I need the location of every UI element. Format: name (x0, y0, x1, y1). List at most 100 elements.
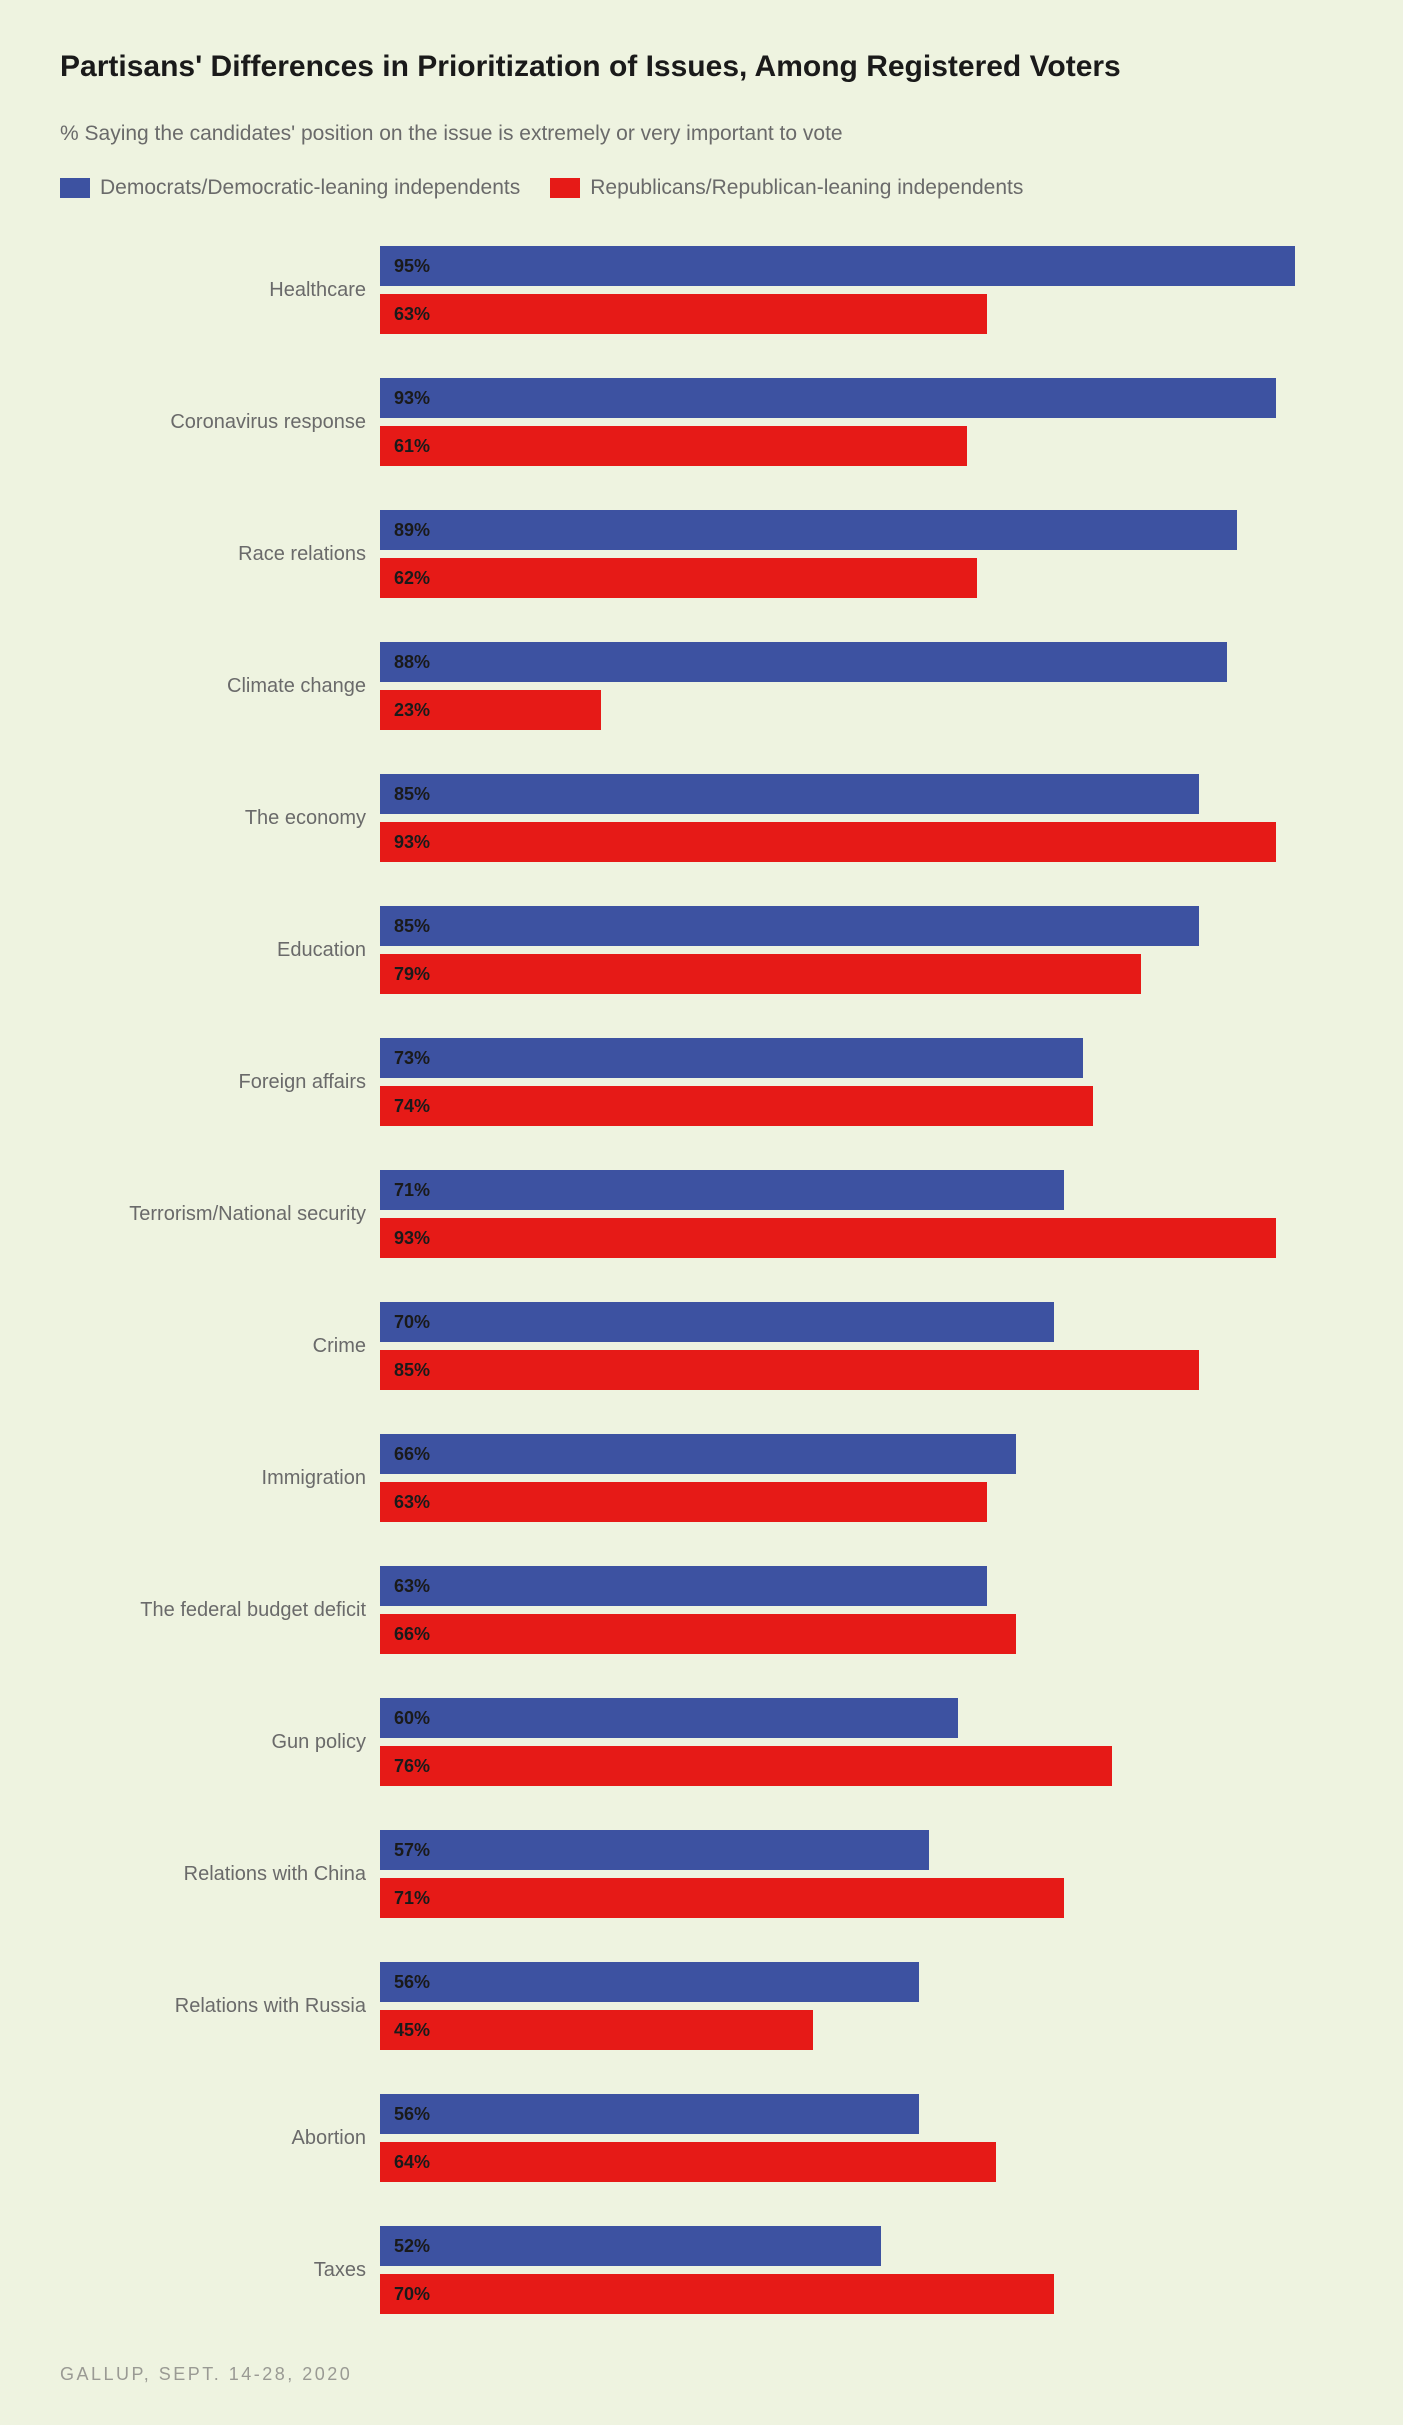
bar: 85% (380, 906, 1199, 946)
bar: 70% (380, 1302, 1054, 1342)
bar-wrap: 93% (380, 378, 1343, 418)
row-label: Gun policy (60, 1731, 380, 1754)
bar-wrap: 60% (380, 1698, 1343, 1738)
bar: 61% (380, 426, 967, 466)
bar-wrap: 62% (380, 558, 1343, 598)
bar: 76% (380, 1746, 1112, 1786)
bar-wrap: 70% (380, 1302, 1343, 1342)
bar-value: 93% (394, 388, 430, 409)
row-label: Terrorism/National security (60, 1203, 380, 1226)
bar-wrap: 63% (380, 1482, 1343, 1522)
row-label: Abortion (60, 2127, 380, 2150)
bar-value: 56% (394, 2104, 430, 2125)
bar-wrap: 52% (380, 2226, 1343, 2266)
bar-value: 66% (394, 1444, 430, 1465)
row-label: Climate change (60, 675, 380, 698)
row-bars: 56% 64% (380, 2094, 1343, 2182)
bar-wrap: 93% (380, 1218, 1343, 1258)
row-label: Relations with China (60, 1863, 380, 1886)
legend-item-democrats: Democrats/Democratic-leaning independent… (60, 176, 520, 200)
row-bars: 70%85% (380, 1302, 1343, 1390)
bar-value: 71% (394, 1888, 430, 1909)
bar: 60% (380, 1698, 958, 1738)
bar-value: 63% (394, 1492, 430, 1513)
row-bars: 56% 45% (380, 1962, 1343, 2050)
chart-row: Taxes 52% 70% (60, 2226, 1343, 2314)
chart-row: Immigration 66% 63% (60, 1434, 1343, 1522)
chart-row: The federal budget deficit63%66% (60, 1566, 1343, 1654)
row-bars: 57% 71% (380, 1830, 1343, 1918)
bar: 64% (380, 2142, 996, 2182)
chart-row: Abortion 56% 64% (60, 2094, 1343, 2182)
chart-row: Terrorism/National security 71% 93% (60, 1170, 1343, 1258)
bar-value: 85% (394, 784, 430, 805)
bar: 66% (380, 1614, 1016, 1654)
bar-value: 66% (394, 1624, 430, 1645)
bar-value: 45% (394, 2020, 430, 2041)
bar-wrap: 64% (380, 2142, 1343, 2182)
legend-swatch-democrats (60, 178, 90, 198)
bar: 85% (380, 774, 1199, 814)
chart-subtitle: % Saying the candidates' position on the… (60, 122, 1343, 146)
bar-wrap: 74% (380, 1086, 1343, 1126)
chart-row: Climate change88% 23% (60, 642, 1343, 730)
row-bars: 73% 74% (380, 1038, 1343, 1126)
row-label: Coronavirus response (60, 411, 380, 434)
chart-title: Partisans' Differences in Prioritization… (60, 50, 1343, 84)
bar: 63% (380, 1566, 987, 1606)
bar-value: 79% (394, 964, 430, 985)
bar-value: 74% (394, 1096, 430, 1117)
row-label: Immigration (60, 1467, 380, 1490)
bar-wrap: 61% (380, 426, 1343, 466)
bar-wrap: 70% (380, 2274, 1343, 2314)
bar-wrap: 71% (380, 1170, 1343, 1210)
row-label: The economy (60, 807, 380, 830)
row-bars: 85% 79% (380, 906, 1343, 994)
bar-wrap: 66% (380, 1434, 1343, 1474)
bar-wrap: 89% (380, 510, 1343, 550)
chart-row: Relations with Russia56%45% (60, 1962, 1343, 2050)
row-label: Crime (60, 1335, 380, 1358)
bar-wrap: 76% (380, 1746, 1343, 1786)
bar: 56% (380, 1962, 919, 2002)
bar: 88% (380, 642, 1227, 682)
bar-value: 56% (394, 1972, 430, 1993)
chart-row: The economy 85% 93% (60, 774, 1343, 862)
bar: 93% (380, 822, 1276, 862)
bar-wrap: 57% (380, 1830, 1343, 1870)
bar: 56% (380, 2094, 919, 2134)
chart-row: Gun policy60%76% (60, 1698, 1343, 1786)
bar-wrap: 56% (380, 2094, 1343, 2134)
legend-label-democrats: Democrats/Democratic-leaning independent… (100, 176, 520, 200)
bar-value: 95% (394, 256, 430, 277)
bar-value: 93% (394, 1228, 430, 1249)
row-bars: 63% 66% (380, 1566, 1343, 1654)
bar-value: 52% (394, 2236, 430, 2257)
bar-wrap: 23% (380, 690, 1343, 730)
bar-wrap: 95% (380, 246, 1343, 286)
bar: 70% (380, 2274, 1054, 2314)
row-bars: 66% 63% (380, 1434, 1343, 1522)
row-bars: 71% 93% (380, 1170, 1343, 1258)
bar-wrap: 45% (380, 2010, 1343, 2050)
row-label: Taxes (60, 2259, 380, 2282)
bar-wrap: 73% (380, 1038, 1343, 1078)
bar: 93% (380, 1218, 1276, 1258)
bar-wrap: 79% (380, 954, 1343, 994)
row-label: Healthcare (60, 279, 380, 302)
chart-source: GALLUP, SEPT. 14-28, 2020 (60, 2364, 1343, 2385)
row-bars: 60%76% (380, 1698, 1343, 1786)
bar-value: 62% (394, 568, 430, 589)
bar-wrap: 56% (380, 1962, 1343, 2002)
bar-value: 93% (394, 832, 430, 853)
bar-value: 71% (394, 1180, 430, 1201)
row-bars: 93% 61% (380, 378, 1343, 466)
bar: 79% (380, 954, 1141, 994)
row-label: Foreign affairs (60, 1071, 380, 1094)
chart-rows: Healthcare95%63%Coronavirus response93%6… (60, 246, 1343, 2314)
bar: 74% (380, 1086, 1093, 1126)
bar: 57% (380, 1830, 929, 1870)
chart-row: Coronavirus response 93% 61% (60, 378, 1343, 466)
legend-swatch-republicans (550, 178, 580, 198)
row-bars: 95%63% (380, 246, 1343, 334)
